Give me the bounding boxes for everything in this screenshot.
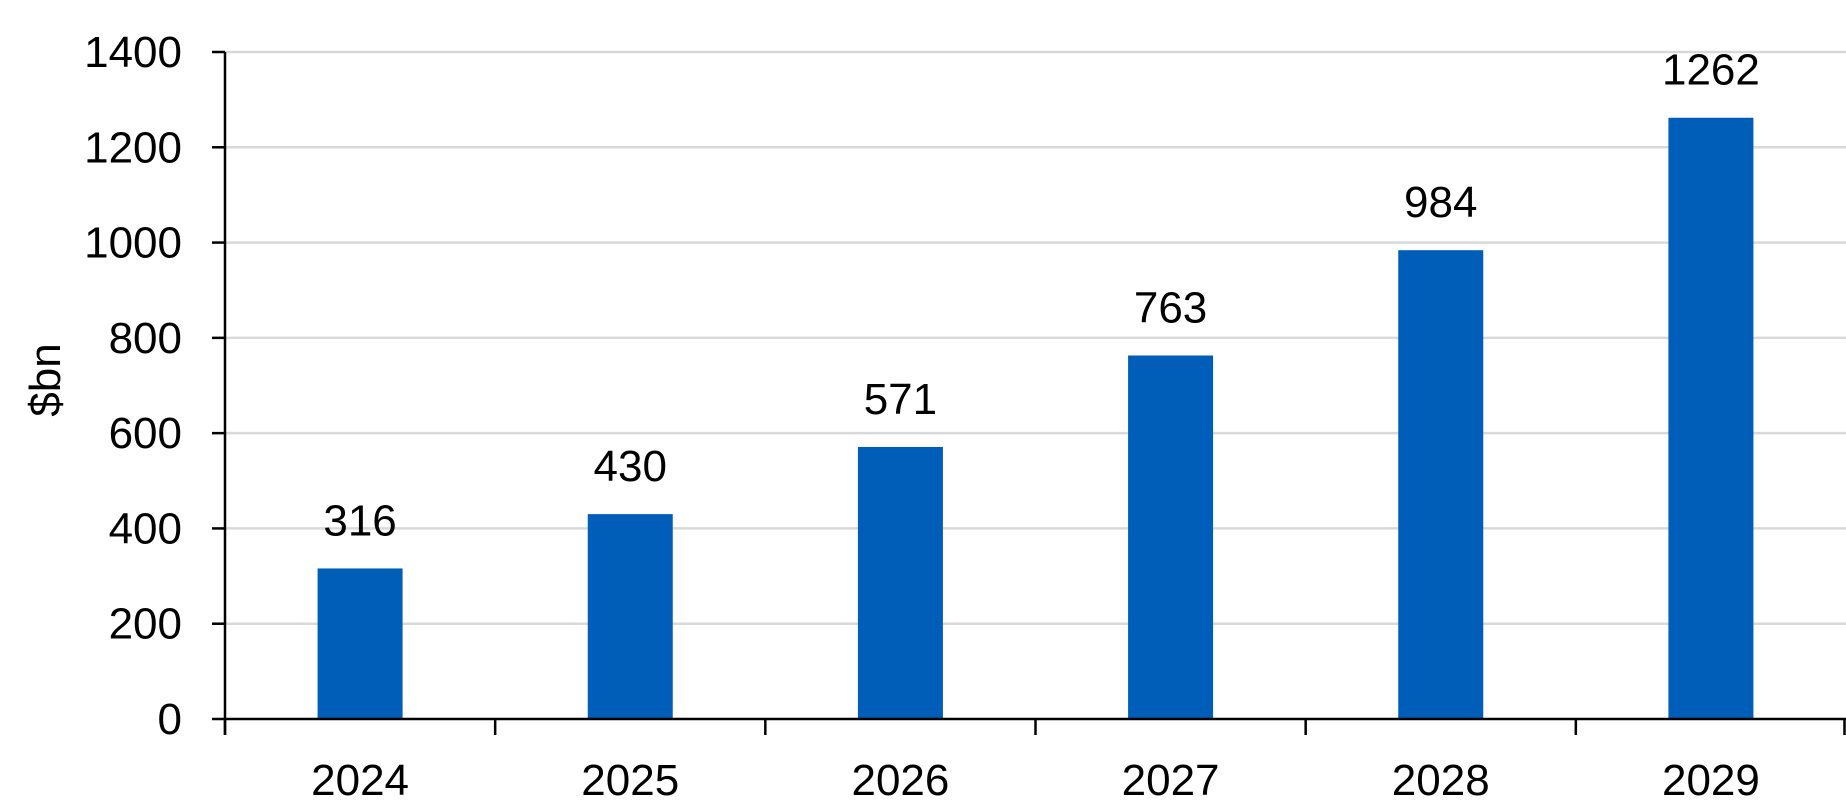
- data-label: 430: [594, 442, 667, 491]
- axes: [212, 50, 1846, 735]
- y-tick-label: 800: [109, 314, 182, 363]
- x-tick-label: 2026: [851, 756, 949, 797]
- x-tick-label: 2028: [1392, 756, 1490, 797]
- x-tick-label: 2025: [581, 756, 679, 797]
- y-tick-label: 1000: [84, 219, 182, 268]
- x-tick-label: 2029: [1662, 756, 1760, 797]
- y-tick-label: 200: [109, 600, 182, 649]
- y-tick-label: 400: [109, 504, 182, 553]
- gridlines: [225, 50, 1846, 625]
- bar-2024: [317, 568, 403, 719]
- y-tick-label: 1200: [84, 123, 182, 172]
- y-tick-label: 600: [109, 409, 182, 458]
- labels: 0 200 400 600 800 1000 1200 1400 316 2024 430 2025 5…: [84, 28, 1760, 802]
- bar-2027: [1128, 355, 1214, 719]
- bar-2026: [857, 446, 943, 719]
- bar-2025: [587, 514, 673, 719]
- data-label: 316: [323, 496, 396, 545]
- bar-2028: [1398, 250, 1484, 720]
- x-tick-label: 2027: [1122, 756, 1220, 797]
- x-tick-label: 2024: [311, 756, 409, 797]
- data-label: 571: [864, 375, 937, 424]
- y-tick-label: 0: [158, 695, 182, 744]
- data-label: 1262: [1662, 46, 1760, 95]
- bars: [317, 117, 1754, 720]
- y-tick-label: 1400: [84, 28, 182, 77]
- y-axis-label: $bn: [21, 343, 70, 416]
- data-label: 763: [1134, 283, 1207, 332]
- data-label: 984: [1404, 178, 1477, 227]
- bar-2029: [1668, 117, 1754, 720]
